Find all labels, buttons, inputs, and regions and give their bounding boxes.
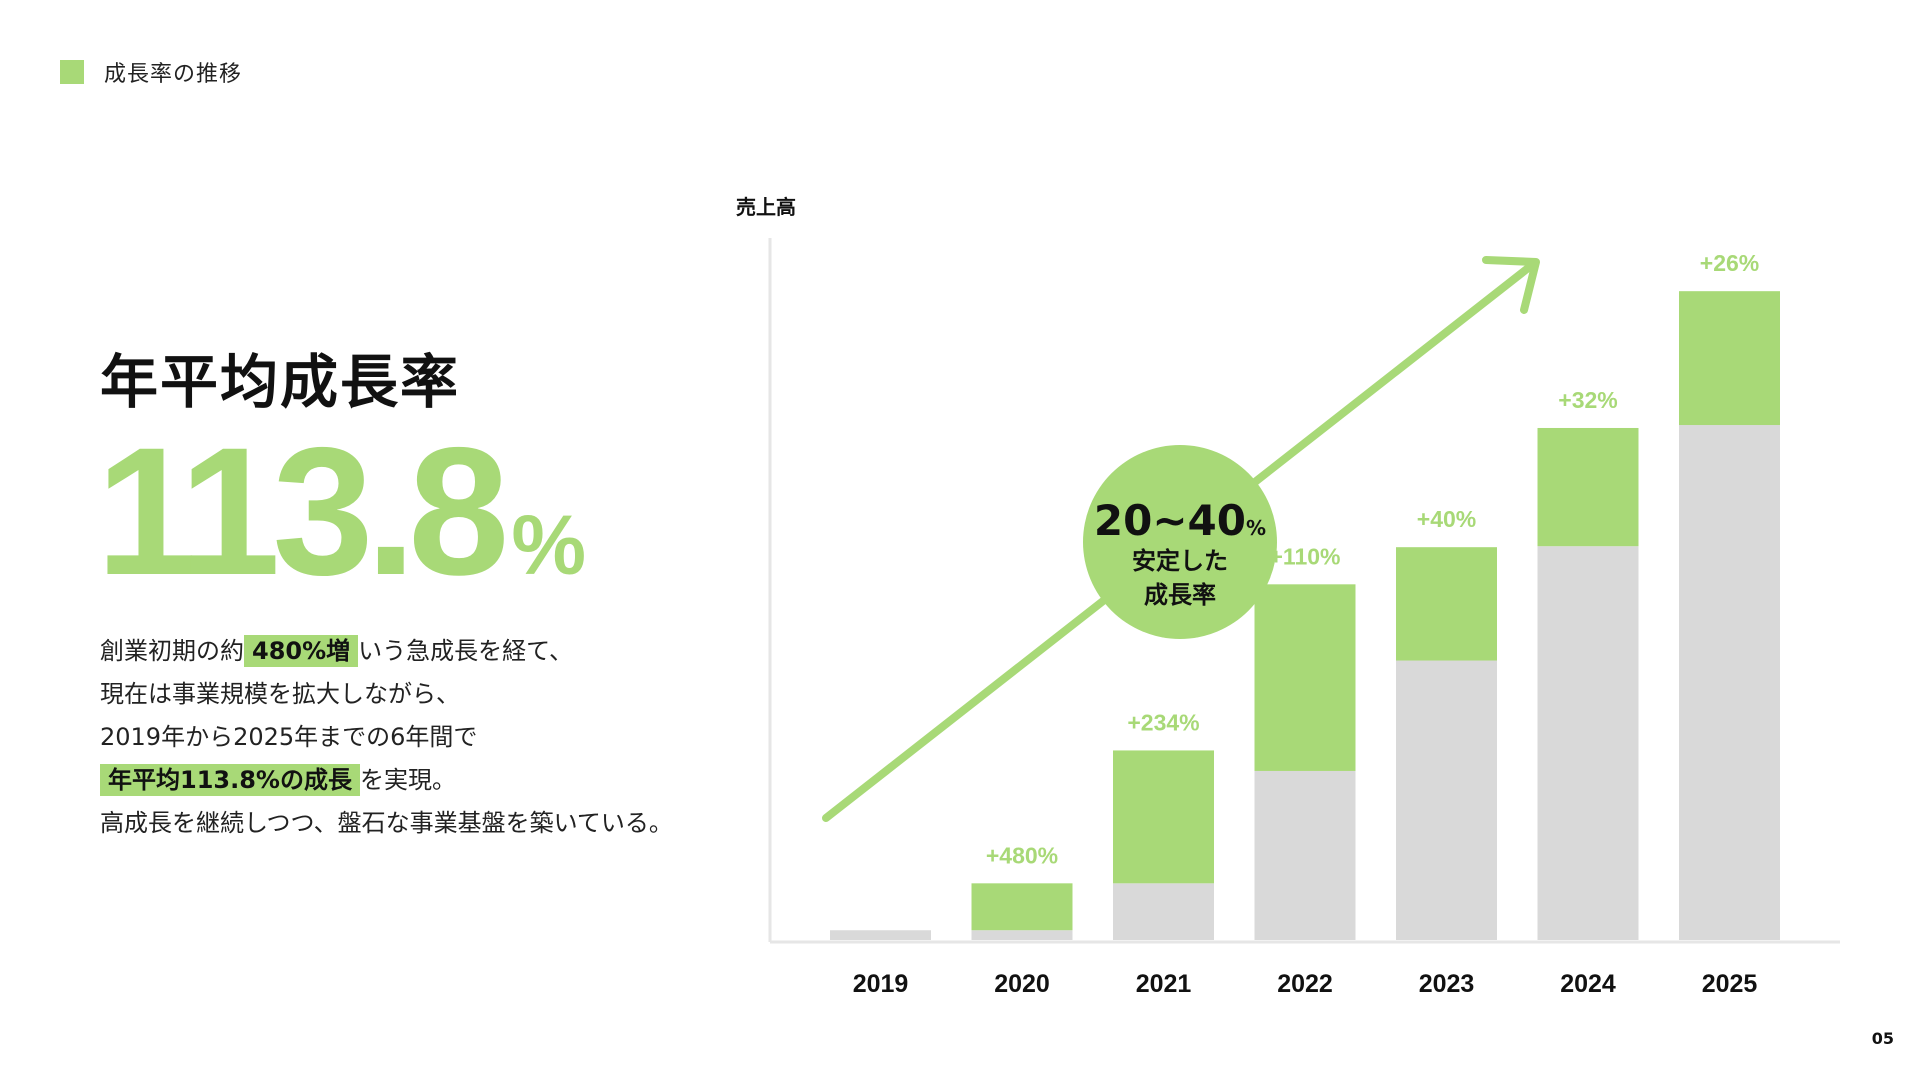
bar-growth-2020 — [971, 883, 1073, 931]
growth-badge: 20~40% 安定した 成長率 — [1083, 445, 1277, 639]
bar-growth-2023 — [1396, 547, 1497, 661]
growth-label-2022: +110% — [1270, 543, 1341, 569]
bar-growth-2025 — [1679, 291, 1780, 426]
section-marker — [60, 60, 84, 84]
bars-group: 2019 +480% 2020 +234% 2021 +110% 2022 +40% 2023 +… — [830, 250, 1780, 998]
description-highlight: 480%増 — [244, 635, 359, 667]
growth-label-2023: +40% — [1417, 506, 1476, 532]
growth-label-2025: +26% — [1700, 250, 1759, 276]
page-number: 05 — [1871, 1029, 1894, 1048]
growth-label-2020: +480% — [986, 842, 1058, 868]
description-line: 創業初期の約 480%増 いう急成長を経て、 — [100, 630, 700, 673]
x-tick-2022: 2022 — [1277, 970, 1333, 998]
x-tick-2023: 2023 — [1419, 970, 1475, 998]
bar-base-2023 — [1396, 660, 1497, 940]
section-label: 成長率の推移 — [104, 62, 243, 87]
bar-base-2024 — [1537, 546, 1639, 940]
growth-badge-line1: 安定した — [1132, 547, 1228, 575]
x-tick-2020: 2020 — [994, 970, 1050, 998]
description-line: 年平均113.8%の成長 を実現。 — [100, 759, 700, 802]
growth-label-2021: +234% — [1127, 709, 1199, 735]
bar-base-2021 — [1113, 883, 1214, 940]
x-tick-2025: 2025 — [1702, 970, 1758, 998]
description-line: 高成長を継続しつつ、盤石な事業基盤を築いている。 — [100, 802, 700, 845]
section-header: 成長率の推移 — [60, 60, 242, 87]
x-tick-2019: 2019 — [853, 970, 909, 998]
growth-badge-range: 20~40% — [1094, 496, 1266, 545]
bar-growth-2021 — [1113, 750, 1214, 884]
growth-arrow-head — [1482, 256, 1540, 314]
x-tick-2021: 2021 — [1136, 970, 1192, 998]
description-text: いう急成長を経て、 — [358, 637, 573, 665]
y-axis-label: 売上高 — [736, 195, 796, 219]
description-highlight: 年平均113.8%の成長 — [100, 764, 360, 796]
description: 創業初期の約 480%増 いう急成長を経て、 現在は事業規模を拡大しながら、 201… — [100, 630, 700, 845]
bar-base-2022 — [1254, 770, 1356, 940]
bar-growth-2022 — [1254, 584, 1356, 771]
description-text: 2019年から2025年までの6年間で — [100, 723, 478, 751]
bar-base-2020 — [971, 930, 1073, 940]
growth-badge-line2: 成長率 — [1144, 581, 1216, 609]
metric-unit: % — [511, 498, 587, 592]
revenue-chart: 売上高 2019+480%2020+234%2021+110%2022+40%2… — [736, 195, 1840, 998]
metric-title: 年平均成長率 — [100, 348, 461, 416]
bar-base-2019 — [830, 930, 931, 940]
growth-badge-range-value: 20~40 — [1094, 496, 1246, 545]
growth-badge-circle — [1083, 445, 1277, 639]
bar-base-2025 — [1679, 425, 1780, 940]
metric-number: 113.8 — [96, 409, 509, 613]
description-text: 創業初期の約 — [100, 637, 244, 665]
bar-growth-2024 — [1537, 427, 1639, 547]
growth-badge-range-unit: % — [1246, 516, 1266, 540]
description-text: 高成長を継続しつつ、盤石な事業基盤を築いている。 — [100, 809, 673, 837]
growth-label-2024: +32% — [1558, 387, 1617, 413]
description-line: 現在は事業規模を拡大しながら、 — [100, 673, 700, 716]
description-line: 2019年から2025年までの6年間で — [100, 716, 700, 759]
metric-value: 113.8% — [96, 420, 586, 602]
x-tick-2024: 2024 — [1560, 970, 1616, 998]
description-text: を実現。 — [359, 766, 456, 794]
description-text: 現在は事業規模を拡大しながら、 — [100, 680, 460, 708]
